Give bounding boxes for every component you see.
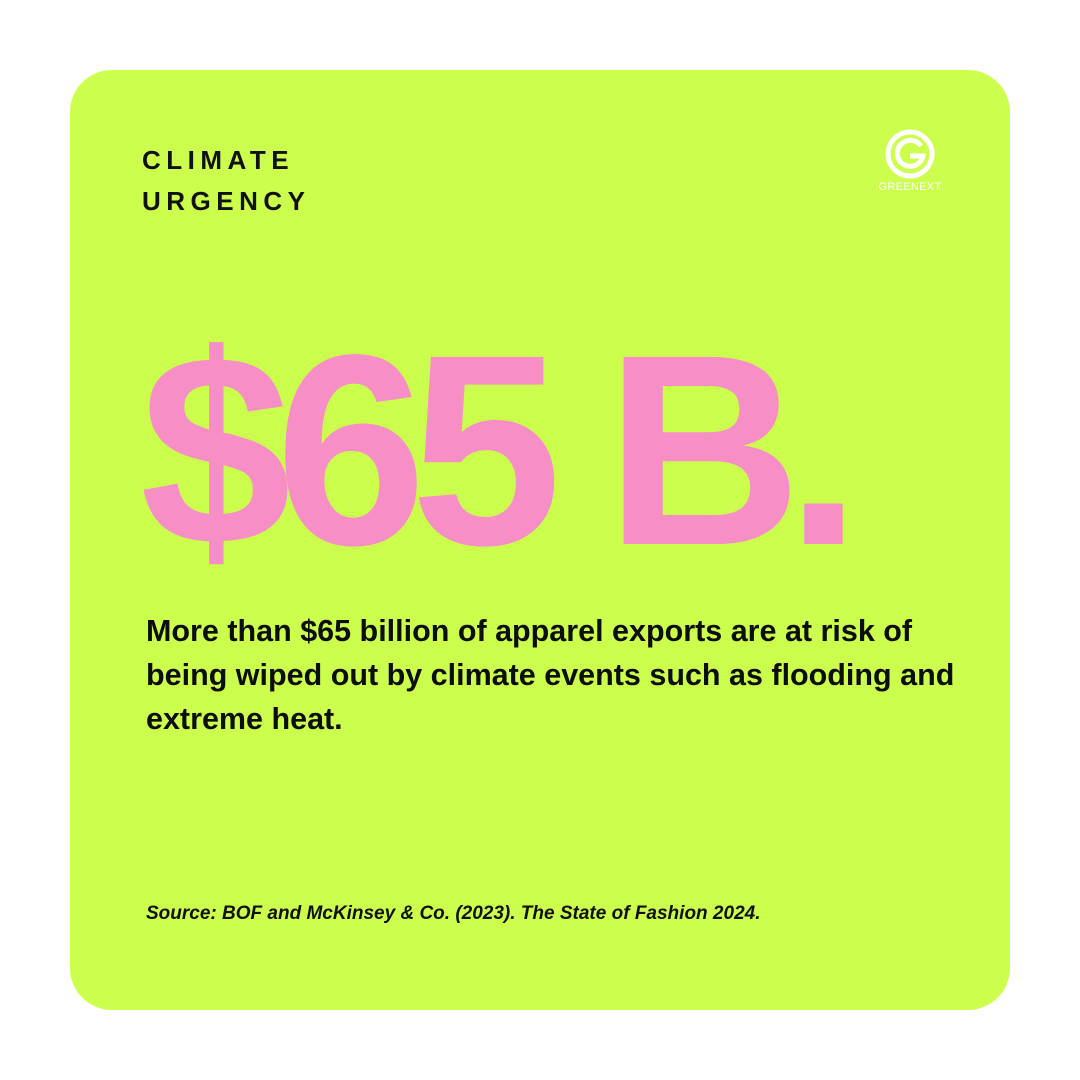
logo-icon <box>885 129 935 179</box>
kicker-line: URGENCY <box>142 186 311 216</box>
source: Source: BOF and McKinsey & Co. (2023). T… <box>146 903 761 924</box>
logo-text: GREENEXT <box>878 181 942 193</box>
headline: $65 B. <box>140 298 861 602</box>
card <box>70 70 1010 1010</box>
kicker-line: CLIMATE <box>142 145 295 175</box>
body-text: More than $65 billion of apparel exports… <box>146 614 955 736</box>
kicker: CLIMATE URGENCY <box>142 140 311 222</box>
